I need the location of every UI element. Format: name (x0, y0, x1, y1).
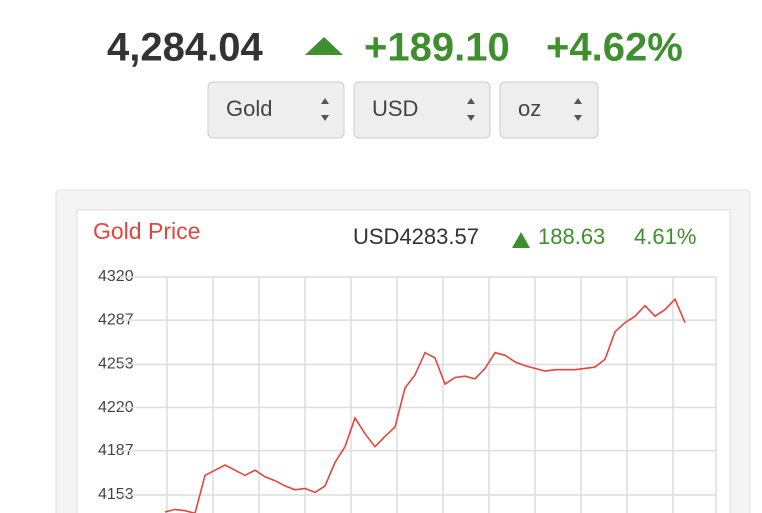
y-tick-label: 4320 (98, 268, 134, 285)
select-label: Gold (226, 96, 272, 121)
y-tick-label: 4287 (98, 311, 134, 328)
quote: USD4283.57 (353, 224, 479, 249)
y-tick-label: 4153 (98, 486, 134, 503)
chart-box (76, 209, 731, 513)
price-change-percent: +4.62% (546, 26, 683, 70)
quote-arrow (512, 232, 530, 248)
quote-change-percent: 4.61% (634, 224, 696, 249)
select-label: oz (518, 96, 541, 121)
y-tick-label: 4187 (98, 442, 134, 459)
unit-select[interactable]: oz (499, 81, 599, 139)
select-label: USD (372, 96, 418, 121)
y-tick-label: 4220 (98, 399, 134, 416)
plot: 4320 4287 4253 4220 4187 4153 (98, 268, 717, 513)
currency-select[interactable]: USD (353, 81, 491, 139)
price-change: +189.10 (364, 26, 510, 70)
price-line (164, 297, 686, 513)
y-tick-label: 4253 (98, 356, 134, 373)
quote-change: 188.63 (538, 224, 605, 249)
chart-title: Gold Price (93, 218, 200, 244)
up-arrow (305, 37, 343, 55)
metal-select[interactable]: Gold (207, 81, 345, 139)
price: 4,284.04 (107, 26, 263, 70)
